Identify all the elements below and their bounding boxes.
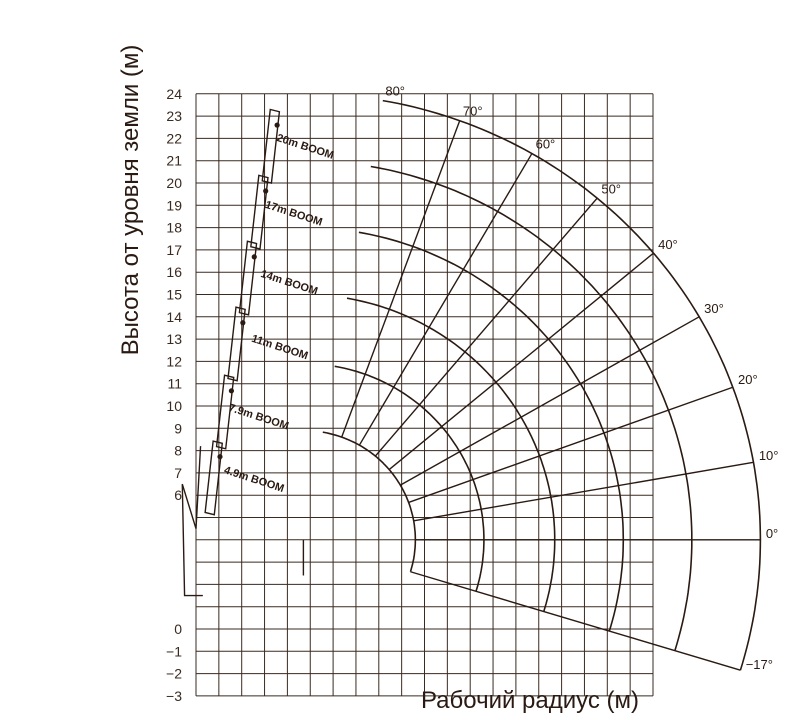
y-tick-label: 16 [166, 264, 182, 280]
y-tick-label: 7 [174, 465, 182, 481]
boom-silhouette [227, 306, 246, 382]
x-tick-label: 15 [531, 719, 547, 720]
x-tick-label: 14 [508, 719, 524, 720]
x-axis-label: Рабочий радиус (м) [421, 687, 639, 714]
boom-hook-dot [263, 188, 269, 194]
x-tick-label: 17 [577, 719, 593, 720]
boom-arc [382, 99, 762, 671]
y-tick-label: −2 [166, 666, 182, 682]
y-tick-label: 14 [166, 309, 182, 325]
x-tick-label: 16 [554, 719, 570, 720]
boom-silhouette [238, 240, 258, 316]
boom-arc [322, 431, 417, 572]
y-tick-label: 15 [166, 287, 182, 303]
x-tick-label: 8 [375, 719, 383, 720]
angle-label: 0° [766, 526, 778, 541]
y-tick-label: 10 [166, 398, 182, 414]
y-tick-label: 6 [174, 487, 182, 503]
x-tick-label: 5 [306, 719, 314, 720]
x-tick-label: 3 [261, 719, 269, 720]
y-tick-label: 13 [166, 331, 182, 347]
tick-labels: 0123456789101112131415161718192067891011… [166, 86, 661, 720]
boom-hook-dot [274, 122, 280, 128]
angle-label: 10° [759, 448, 779, 463]
y-tick-label: 21 [166, 153, 182, 169]
y-tick-label: −1 [166, 643, 182, 659]
x-tick-label: 7 [352, 719, 360, 720]
boom-hook-dot [217, 454, 223, 460]
boom-silhouette [261, 108, 281, 184]
angle-ray [388, 252, 654, 471]
x-tick-label: 13 [485, 719, 501, 720]
y-tick-label: 8 [174, 443, 182, 459]
boom-hook-dot [251, 254, 257, 260]
boom-arc [346, 297, 556, 612]
boom-silhouette [215, 374, 235, 450]
boom-silhouette [250, 174, 269, 250]
y-tick-label: 0 [174, 621, 182, 637]
y-tick-label: 22 [166, 130, 182, 146]
y-tick-label: 19 [166, 197, 182, 213]
boom-arc [370, 165, 693, 651]
y-tick-label: 17 [166, 242, 182, 258]
y-axis-label: Высота от уровня земли (м) [117, 45, 144, 356]
boom-label: 17m BOOM [264, 199, 324, 229]
x-tick-label: 20 [645, 719, 661, 720]
y-tick-label: 9 [174, 420, 182, 436]
x-tick-label: 11 [440, 719, 455, 720]
y-tick-label: 20 [166, 175, 182, 191]
x-tick-label: 12 [462, 719, 478, 720]
angle-ray [341, 120, 461, 438]
angle-ray [408, 386, 734, 504]
boom-label: 11m BOOM [250, 333, 310, 363]
angle-ray [410, 571, 741, 671]
x-tick-label: 1 [215, 719, 223, 720]
y-tick-label: −3 [166, 688, 182, 704]
x-tick-label: 0 [192, 719, 200, 720]
angle-label: −17° [746, 657, 773, 672]
angle-label: 60° [536, 137, 556, 152]
angle-label: 70° [463, 104, 483, 119]
angle-label: 50° [601, 182, 621, 197]
x-tick-label: 18 [600, 719, 616, 720]
crane-base [181, 446, 203, 597]
angle-labels: 80° 70° 60° 50° 40° 30° 20° 10° 0° −17° [385, 83, 778, 672]
y-tick-label: 12 [166, 353, 182, 369]
angle-label: 30° [704, 301, 724, 316]
angle-label: 20° [738, 372, 758, 387]
angle-label: 80° [385, 83, 405, 98]
y-tick-label: 18 [166, 220, 182, 236]
boom-arc [334, 365, 485, 592]
boom-label: 20m BOOM [275, 132, 335, 162]
angle-ray [374, 197, 598, 457]
x-tick-label: 6 [329, 719, 337, 720]
y-tick-label: 23 [166, 108, 182, 124]
angle-ray [413, 461, 754, 522]
boom-hook-dot [228, 388, 235, 394]
x-tick-label: 19 [622, 719, 638, 720]
chart-grid [195, 93, 654, 697]
y-tick-label: 11 [167, 376, 182, 392]
x-tick-label: 4 [284, 719, 292, 720]
x-tick-label: 10 [417, 719, 433, 720]
boom-hook-dot [240, 320, 246, 326]
y-tick-label: 24 [166, 86, 182, 102]
boom-label: 4.9m BOOM [222, 464, 285, 495]
boom-arcs [322, 99, 762, 671]
x-tick-label: 9 [398, 719, 406, 720]
angle-rays [302, 120, 761, 671]
boom-silhouettes [181, 108, 281, 597]
angle-ray [400, 316, 700, 486]
angle-ray [358, 153, 533, 446]
x-tick-label: 2 [238, 719, 246, 720]
angle-label: 40° [658, 237, 678, 252]
boom-silhouette [204, 440, 224, 516]
boom-arc [358, 231, 625, 632]
